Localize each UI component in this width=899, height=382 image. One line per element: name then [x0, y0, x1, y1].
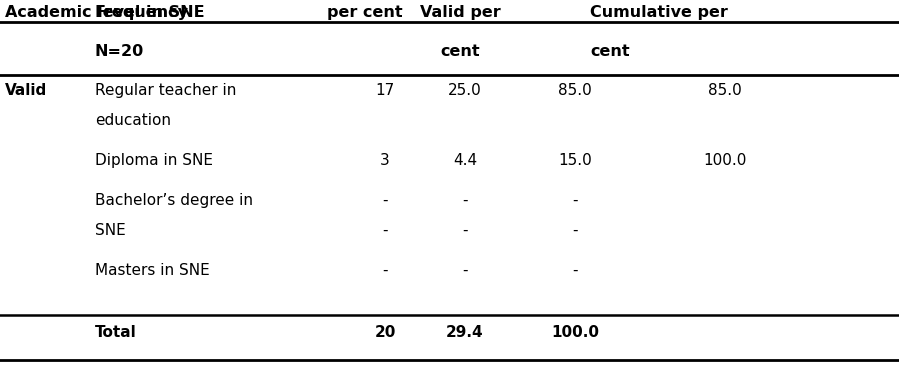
Text: Academic level in SNE: Academic level in SNE — [5, 5, 205, 20]
Text: -: - — [382, 263, 387, 278]
Text: Valid: Valid — [5, 83, 48, 98]
Text: -: - — [462, 223, 467, 238]
Text: 20: 20 — [374, 325, 396, 340]
Text: N=20: N=20 — [95, 44, 144, 59]
Text: SNE: SNE — [95, 223, 126, 238]
Text: -: - — [462, 263, 467, 278]
Text: 25.0: 25.0 — [448, 83, 482, 98]
Text: 3: 3 — [380, 153, 390, 168]
Text: -: - — [573, 263, 578, 278]
Text: Frequency: Frequency — [95, 5, 189, 20]
Text: 4.4: 4.4 — [453, 153, 477, 168]
Text: education: education — [95, 113, 171, 128]
Text: 17: 17 — [376, 83, 395, 98]
Text: cent: cent — [590, 44, 629, 59]
Text: Valid per: Valid per — [420, 5, 501, 20]
Text: -: - — [573, 193, 578, 208]
Text: 15.0: 15.0 — [558, 153, 592, 168]
Text: 29.4: 29.4 — [446, 325, 484, 340]
Text: Masters in SNE: Masters in SNE — [95, 263, 209, 278]
Text: Regular teacher in: Regular teacher in — [95, 83, 236, 98]
Text: -: - — [382, 223, 387, 238]
Text: -: - — [573, 223, 578, 238]
Text: per cent: per cent — [327, 5, 403, 20]
Text: cent: cent — [441, 44, 480, 59]
Text: 100.0: 100.0 — [703, 153, 747, 168]
Text: Diploma in SNE: Diploma in SNE — [95, 153, 213, 168]
Text: Bachelor’s degree in: Bachelor’s degree in — [95, 193, 253, 208]
Text: -: - — [382, 193, 387, 208]
Text: Total: Total — [95, 325, 137, 340]
Text: -: - — [462, 193, 467, 208]
Text: 85.0: 85.0 — [558, 83, 592, 98]
Text: 100.0: 100.0 — [551, 325, 599, 340]
Text: Cumulative per: Cumulative per — [590, 5, 728, 20]
Text: 85.0: 85.0 — [708, 83, 742, 98]
